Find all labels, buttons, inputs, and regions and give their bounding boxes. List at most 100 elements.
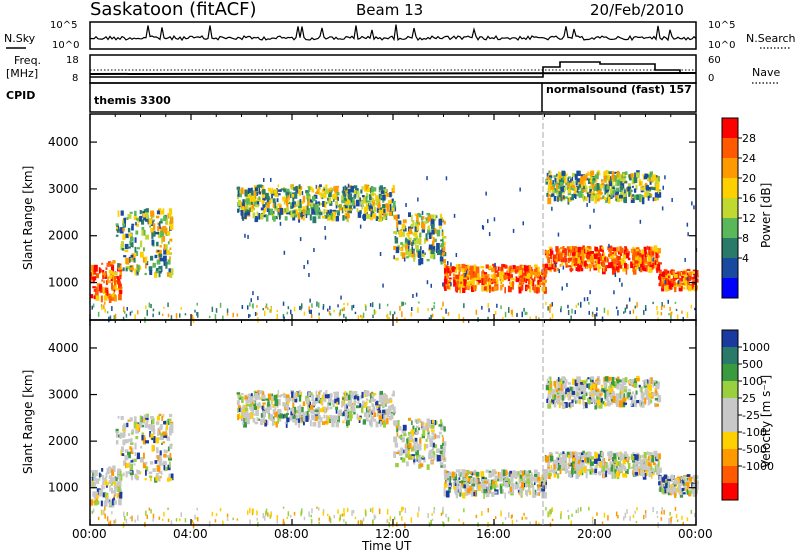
power-cell xyxy=(129,311,132,316)
velocity-cell xyxy=(396,427,399,433)
power-cell xyxy=(102,275,104,280)
nave-tick-low: 0 xyxy=(708,73,714,84)
power-cell xyxy=(573,190,577,194)
power-cell xyxy=(561,171,566,176)
power-cell xyxy=(560,196,563,202)
power-cell xyxy=(313,248,315,252)
power-cell xyxy=(336,196,339,201)
freq-label-1: Freq. xyxy=(14,54,41,67)
power-cell xyxy=(519,269,523,276)
velocity-cell xyxy=(528,486,531,491)
power-cell xyxy=(604,191,606,195)
velocity-cell xyxy=(108,479,113,484)
power-cell xyxy=(644,254,647,260)
velocity-cell xyxy=(434,433,437,439)
power-cell xyxy=(639,249,642,254)
power-cell xyxy=(246,211,250,216)
power-cell xyxy=(477,279,481,283)
power-cell xyxy=(305,210,309,216)
power-cell xyxy=(428,244,433,250)
velocity-cell xyxy=(104,492,109,498)
velocity-cell xyxy=(594,458,598,464)
velocity-cell xyxy=(119,480,122,487)
velocity-cell xyxy=(639,387,642,392)
power-cell xyxy=(168,252,172,255)
velocity-cell xyxy=(115,432,118,438)
velocity-cell xyxy=(241,412,245,416)
power-cell xyxy=(135,221,137,226)
power-cell xyxy=(241,305,244,309)
power-cell xyxy=(305,214,308,218)
velocity-cell xyxy=(635,454,639,460)
velocity-cell xyxy=(652,380,656,383)
velocity-cell xyxy=(503,478,507,481)
velocity-cell xyxy=(372,403,375,407)
velocity-cell xyxy=(101,484,104,492)
power-cell xyxy=(444,286,447,291)
power-cell xyxy=(572,172,576,178)
velocity-cell xyxy=(415,425,419,428)
power-cell xyxy=(168,208,173,215)
power-cell xyxy=(151,219,155,222)
power-cell xyxy=(512,228,515,233)
velocity-cell xyxy=(521,471,524,477)
velocity-cell xyxy=(548,452,552,456)
power-cell xyxy=(102,287,107,295)
power-cell xyxy=(510,277,515,281)
power-cell xyxy=(278,208,281,216)
velocity-cell xyxy=(571,390,576,395)
power-cell xyxy=(523,264,526,271)
power-cell xyxy=(163,259,166,266)
power-cell xyxy=(615,263,619,266)
velocity-cell xyxy=(594,400,597,406)
power-cell xyxy=(662,185,664,190)
power-cell xyxy=(367,185,370,191)
power-cell xyxy=(575,248,579,252)
power-cell xyxy=(628,297,631,302)
velocity-cell xyxy=(162,441,166,444)
power-cell xyxy=(160,265,163,272)
power-cell xyxy=(427,229,431,235)
power-cell xyxy=(292,201,297,205)
power-cell xyxy=(445,176,448,181)
power-cell xyxy=(335,203,338,209)
velocity-cell xyxy=(525,475,529,481)
velocity-cell xyxy=(589,470,591,475)
freq-tick-high: 18 xyxy=(66,55,79,66)
velocity-cell xyxy=(639,400,644,403)
velocity-cell xyxy=(463,484,466,489)
velocity-cell xyxy=(390,413,394,419)
velocity-cell xyxy=(606,398,609,404)
power-cell xyxy=(553,261,558,265)
power-cell xyxy=(628,191,631,197)
power-cell xyxy=(150,255,154,261)
power-cell xyxy=(455,264,458,270)
velocity-cell xyxy=(282,402,286,407)
velocity-cell xyxy=(382,409,386,414)
power-cell xyxy=(505,276,509,279)
power-cell xyxy=(141,219,145,225)
velocity-cell xyxy=(580,461,583,467)
velocity-cell xyxy=(262,394,266,400)
power-cell xyxy=(468,270,473,275)
power-cell xyxy=(512,265,516,269)
power-cell xyxy=(660,312,663,316)
velocity-cell xyxy=(598,402,603,409)
power-cell xyxy=(247,305,249,310)
power-cell xyxy=(461,268,465,273)
power-cell xyxy=(309,298,311,303)
velocity-cell xyxy=(323,394,327,398)
power-cell xyxy=(286,212,290,215)
power-cell xyxy=(382,283,384,288)
power-cell xyxy=(641,249,644,255)
power-cell xyxy=(651,187,656,191)
velocity-cell xyxy=(512,470,516,476)
power-cell xyxy=(445,265,448,272)
power-cell xyxy=(359,197,361,202)
velocity-cell xyxy=(591,396,595,401)
power-cell xyxy=(316,301,318,307)
velocity-cell xyxy=(336,397,340,405)
power-cell xyxy=(691,276,694,280)
velocity-cell xyxy=(261,391,265,396)
power-cell xyxy=(526,287,529,290)
